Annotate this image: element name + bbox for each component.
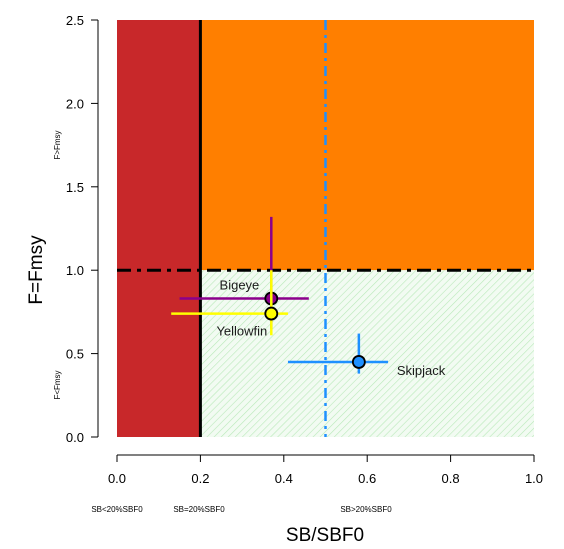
zone-critical — [117, 20, 201, 437]
x-tick-label: 0.8 — [442, 471, 460, 486]
zone-label-sb-at-20: SB=20%SBF0 — [173, 505, 225, 514]
zone-label-f-below-fmsy: F<Fmsy — [53, 370, 62, 399]
series-layer: Bigeye Yellowfin Skipjack — [171, 216, 446, 378]
y-tick-label: 0.5 — [66, 347, 84, 362]
x-tick-label: 0.2 — [191, 471, 209, 486]
y-tick-label: 1.0 — [66, 263, 84, 278]
point-yellowfin — [264, 306, 279, 321]
x-axis-title: SB/SBF0 — [286, 525, 364, 546]
y-axis-title: F=Fmsy — [26, 235, 47, 305]
zone-label-sb-above-20: SB>20%SBF0 — [340, 505, 392, 514]
series-label-skipjack: Skipjack — [397, 363, 446, 378]
zone-label-sb-below-20: SB<20%SBF0 — [91, 505, 143, 514]
x-tick-label: 0.6 — [358, 471, 376, 486]
y-tick-label: 2.5 — [66, 13, 84, 28]
y-tick-label: 2.0 — [66, 96, 84, 111]
point-skipjack — [351, 355, 366, 369]
y-tick-label: 1.5 — [66, 180, 84, 195]
zone-label-f-above-fmsy: F>Fmsy — [53, 130, 62, 159]
axes-layer: 0.0 0.5 1.0 1.5 2.0 2.5 0.0 0.2 0.4 0.6 0.8 1.0 — [66, 13, 543, 486]
x-tick-label: 0.4 — [275, 471, 293, 486]
x-tick-label: 0.0 — [108, 471, 126, 486]
x-tick-label: 1.0 — [525, 471, 543, 486]
reference-lines-layer — [117, 20, 534, 437]
zone-healthy — [200, 270, 534, 437]
series-label-bigeye: Bigeye — [220, 278, 260, 293]
series-label-yellowfin: Yellowfin — [216, 324, 267, 339]
y-tick-label: 0.0 — [66, 430, 84, 445]
zone-overfishing — [200, 20, 534, 271]
